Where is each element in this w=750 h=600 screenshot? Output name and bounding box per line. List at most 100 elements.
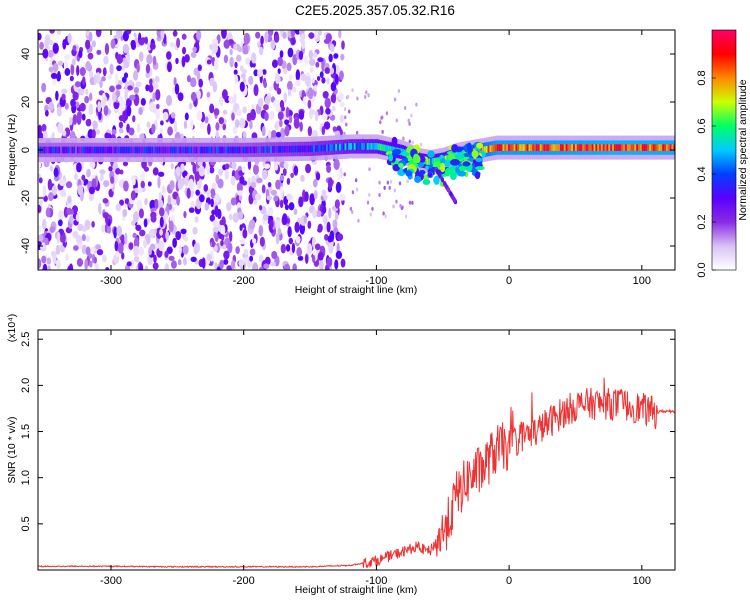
noise-speckle <box>183 120 188 130</box>
ridge-core <box>104 146 108 154</box>
noise-speckle <box>116 225 123 237</box>
noise-speckle <box>324 233 329 241</box>
noise-speckle <box>55 259 61 266</box>
noise-speckle <box>117 107 123 116</box>
ridge-core <box>498 144 501 151</box>
snr-y-tick-label: 2.5 <box>20 332 32 347</box>
ridge-core <box>322 144 325 152</box>
noise-speckle <box>329 67 335 75</box>
noise-speckle <box>291 242 296 254</box>
ridge-core <box>231 146 234 154</box>
noise-speckle <box>226 265 233 270</box>
noise-speckle <box>223 259 229 265</box>
ridge-core <box>606 144 609 151</box>
noise-speckle <box>65 253 69 262</box>
ridge-core <box>112 146 115 154</box>
ridge-core <box>364 143 368 150</box>
ridge-core <box>288 145 292 153</box>
noise-speckle <box>378 193 381 198</box>
noise-speckle <box>260 35 264 46</box>
noise-speckle <box>103 55 109 65</box>
ridge-blob <box>422 178 431 186</box>
noise-speckle <box>259 204 263 211</box>
ridge-core <box>651 144 654 151</box>
noise-speckle <box>238 194 243 201</box>
ridge-core <box>353 143 357 150</box>
ridge-core <box>58 146 61 154</box>
noise-speckle <box>85 118 92 127</box>
noise-speckle <box>92 120 98 130</box>
ridge-tail <box>446 187 450 193</box>
noise-speckle <box>388 185 391 190</box>
noise-speckle <box>324 67 331 74</box>
noise-speckle <box>103 180 110 188</box>
noise-speckle <box>67 195 72 204</box>
spectrogram-cells <box>38 30 675 270</box>
ridge-core <box>123 146 126 154</box>
ridge-core <box>372 143 375 150</box>
noise-speckle <box>250 108 256 121</box>
noise-speckle <box>48 39 54 46</box>
noise-speckle <box>316 75 321 81</box>
noise-speckle <box>393 188 397 193</box>
noise-speckle <box>317 223 323 233</box>
ridge-core <box>86 146 89 154</box>
ridge-core <box>283 145 286 153</box>
noise-speckle <box>67 265 74 270</box>
noise-speckle <box>315 61 320 68</box>
noise-speckle <box>85 88 89 96</box>
ridge-blob <box>450 171 457 181</box>
noise-speckle <box>222 89 228 100</box>
ridge-core <box>613 144 617 151</box>
noise-speckle <box>249 120 253 130</box>
noise-speckle <box>130 220 136 226</box>
noise-speckle <box>210 188 216 196</box>
noise-speckle <box>262 69 267 75</box>
ridge-core <box>658 144 661 151</box>
noise-speckle <box>285 244 291 252</box>
ridge-core <box>561 144 565 151</box>
noise-speckle <box>317 57 324 63</box>
noise-speckle <box>332 126 337 132</box>
ridge-core <box>623 144 626 151</box>
ridge-core <box>199 146 202 154</box>
noise-speckle <box>344 115 347 120</box>
ridge-core <box>355 143 358 150</box>
noise-speckle <box>279 186 284 199</box>
noise-speckle <box>115 168 121 175</box>
noise-speckle <box>212 219 219 227</box>
noise-speckle <box>298 196 304 208</box>
noise-speckle <box>233 93 237 104</box>
noise-speckle <box>70 98 76 108</box>
noise-speckle <box>153 254 157 263</box>
noise-speckle <box>204 116 209 124</box>
noise-speckle <box>273 34 280 43</box>
noise-speckle <box>238 259 244 267</box>
noise-speckle <box>335 250 343 260</box>
noise-speckle <box>188 102 193 110</box>
noise-speckle <box>59 178 66 187</box>
noise-speckle <box>404 214 408 219</box>
ridge-core <box>214 146 217 154</box>
noise-speckle <box>293 208 298 215</box>
noise-speckle <box>295 69 301 82</box>
ridge-core <box>524 144 527 151</box>
noise-speckle <box>72 91 79 101</box>
noise-speckle <box>224 169 229 180</box>
ridge-core <box>638 144 641 151</box>
colorbar-ticks: 0.0 0.2 0.4 0.6 0.8 <box>696 70 716 278</box>
ridge-core <box>522 144 526 151</box>
snr-y-tick-label: 1.0 <box>20 470 32 485</box>
ridge-core <box>218 146 221 154</box>
ridge-core <box>208 146 212 154</box>
ridge-core <box>628 144 632 151</box>
noise-speckle <box>266 195 273 201</box>
noise-speckle <box>227 242 233 254</box>
noise-speckle <box>211 209 216 216</box>
noise-speckle <box>213 231 218 239</box>
ridge-core <box>95 146 98 154</box>
ridge-core <box>591 144 594 151</box>
ridge-core <box>266 146 269 153</box>
ridge-core <box>489 145 492 153</box>
noise-speckle <box>38 32 42 41</box>
